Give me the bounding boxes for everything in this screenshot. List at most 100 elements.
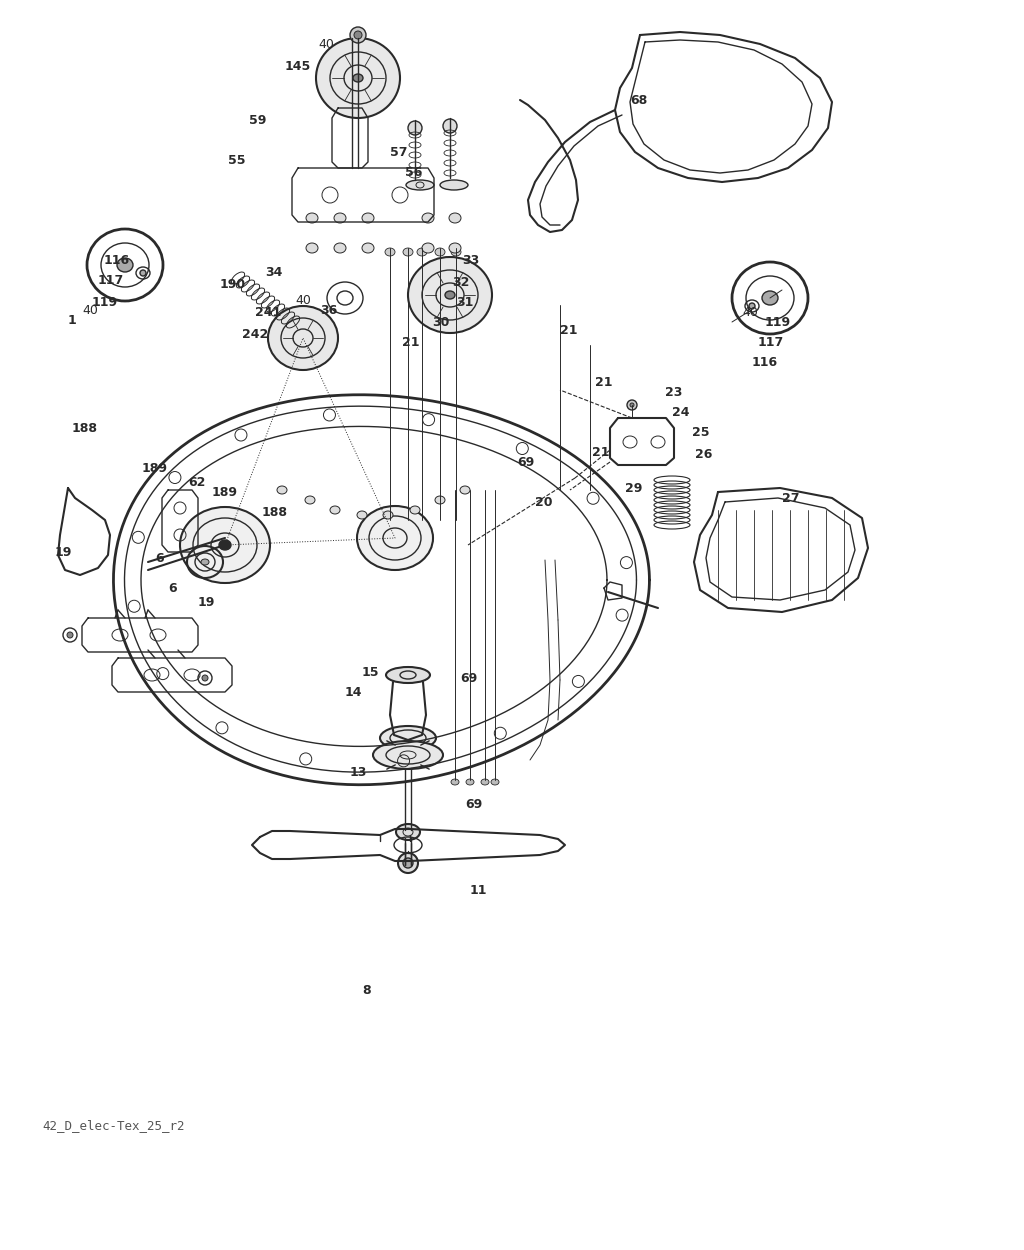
Ellipse shape — [362, 242, 374, 252]
Ellipse shape — [334, 242, 346, 252]
Ellipse shape — [445, 291, 455, 299]
Ellipse shape — [451, 248, 461, 256]
Text: 189: 189 — [212, 485, 238, 499]
Ellipse shape — [417, 248, 427, 256]
Ellipse shape — [408, 258, 492, 332]
Ellipse shape — [749, 302, 755, 309]
Ellipse shape — [408, 121, 422, 135]
Ellipse shape — [67, 632, 73, 638]
Ellipse shape — [466, 779, 474, 785]
Text: 1: 1 — [68, 314, 77, 326]
Text: 32: 32 — [452, 275, 469, 289]
Ellipse shape — [357, 506, 433, 570]
Text: 33: 33 — [462, 254, 479, 266]
Ellipse shape — [330, 506, 340, 514]
Ellipse shape — [440, 180, 468, 190]
Ellipse shape — [357, 511, 367, 519]
Ellipse shape — [202, 675, 208, 681]
Text: 69: 69 — [465, 799, 482, 811]
Ellipse shape — [403, 248, 413, 256]
Text: 19: 19 — [198, 595, 215, 609]
Text: 55: 55 — [228, 154, 246, 166]
Text: 34: 34 — [265, 265, 283, 279]
Ellipse shape — [385, 248, 395, 256]
Text: 145: 145 — [285, 60, 311, 74]
Ellipse shape — [380, 726, 436, 750]
Text: 188: 188 — [72, 421, 98, 435]
Ellipse shape — [422, 213, 434, 222]
Text: 42_D_elec-Tex_25_r2: 42_D_elec-Tex_25_r2 — [42, 1119, 184, 1132]
Ellipse shape — [490, 779, 499, 785]
Text: 59: 59 — [249, 114, 266, 126]
Ellipse shape — [451, 779, 459, 785]
Text: 116: 116 — [104, 254, 130, 266]
Ellipse shape — [354, 31, 362, 39]
Ellipse shape — [449, 242, 461, 252]
Text: 21: 21 — [595, 375, 612, 389]
Text: 14: 14 — [345, 685, 362, 699]
Text: 6: 6 — [155, 551, 164, 565]
Text: 6: 6 — [168, 581, 176, 595]
Text: 119: 119 — [765, 315, 792, 329]
Text: 29: 29 — [625, 481, 642, 495]
Ellipse shape — [305, 496, 315, 504]
Text: 119: 119 — [92, 295, 118, 309]
Ellipse shape — [201, 559, 209, 565]
Text: 15: 15 — [362, 665, 380, 679]
Ellipse shape — [403, 858, 413, 868]
Ellipse shape — [762, 291, 778, 305]
Ellipse shape — [481, 779, 489, 785]
Text: 189: 189 — [142, 461, 168, 475]
Ellipse shape — [268, 306, 338, 370]
Text: 8: 8 — [362, 984, 371, 996]
Ellipse shape — [219, 540, 231, 550]
Text: 40: 40 — [318, 39, 334, 51]
Text: 21: 21 — [402, 335, 420, 349]
Text: 24: 24 — [672, 405, 689, 419]
Ellipse shape — [396, 824, 420, 840]
Text: 25: 25 — [692, 425, 710, 439]
Ellipse shape — [386, 668, 430, 682]
Text: 69: 69 — [460, 671, 477, 685]
Text: 62: 62 — [188, 475, 206, 489]
Ellipse shape — [373, 741, 443, 769]
Text: 117: 117 — [758, 335, 784, 349]
Text: 20: 20 — [535, 495, 553, 509]
Text: 13: 13 — [350, 765, 368, 779]
Ellipse shape — [306, 242, 318, 252]
Text: 188: 188 — [262, 505, 288, 519]
Text: 21: 21 — [560, 324, 578, 336]
Text: 21: 21 — [592, 445, 609, 459]
Ellipse shape — [435, 496, 445, 504]
Text: 242: 242 — [242, 328, 268, 340]
Ellipse shape — [443, 119, 457, 132]
Text: 69: 69 — [517, 455, 535, 469]
Ellipse shape — [140, 270, 146, 276]
Ellipse shape — [316, 38, 400, 118]
Text: 241: 241 — [255, 305, 282, 319]
Ellipse shape — [460, 486, 470, 494]
Text: 30: 30 — [432, 315, 450, 329]
Text: 40: 40 — [295, 294, 311, 306]
Ellipse shape — [334, 213, 346, 222]
Ellipse shape — [627, 400, 637, 410]
Text: 116: 116 — [752, 355, 778, 369]
Text: 68: 68 — [630, 94, 647, 106]
Ellipse shape — [306, 213, 318, 222]
Ellipse shape — [398, 853, 418, 872]
Text: 40: 40 — [742, 305, 758, 319]
Ellipse shape — [362, 213, 374, 222]
Ellipse shape — [410, 506, 420, 514]
Text: 26: 26 — [695, 449, 713, 461]
Text: 117: 117 — [98, 274, 124, 286]
Text: 40: 40 — [82, 304, 98, 316]
Ellipse shape — [353, 74, 362, 82]
Text: 27: 27 — [782, 491, 800, 505]
Text: 19: 19 — [55, 545, 73, 559]
Text: 190: 190 — [220, 279, 246, 291]
Text: 56: 56 — [406, 165, 422, 179]
Ellipse shape — [383, 511, 393, 519]
Text: 11: 11 — [470, 884, 487, 896]
Text: 23: 23 — [665, 385, 682, 399]
Ellipse shape — [406, 180, 434, 190]
